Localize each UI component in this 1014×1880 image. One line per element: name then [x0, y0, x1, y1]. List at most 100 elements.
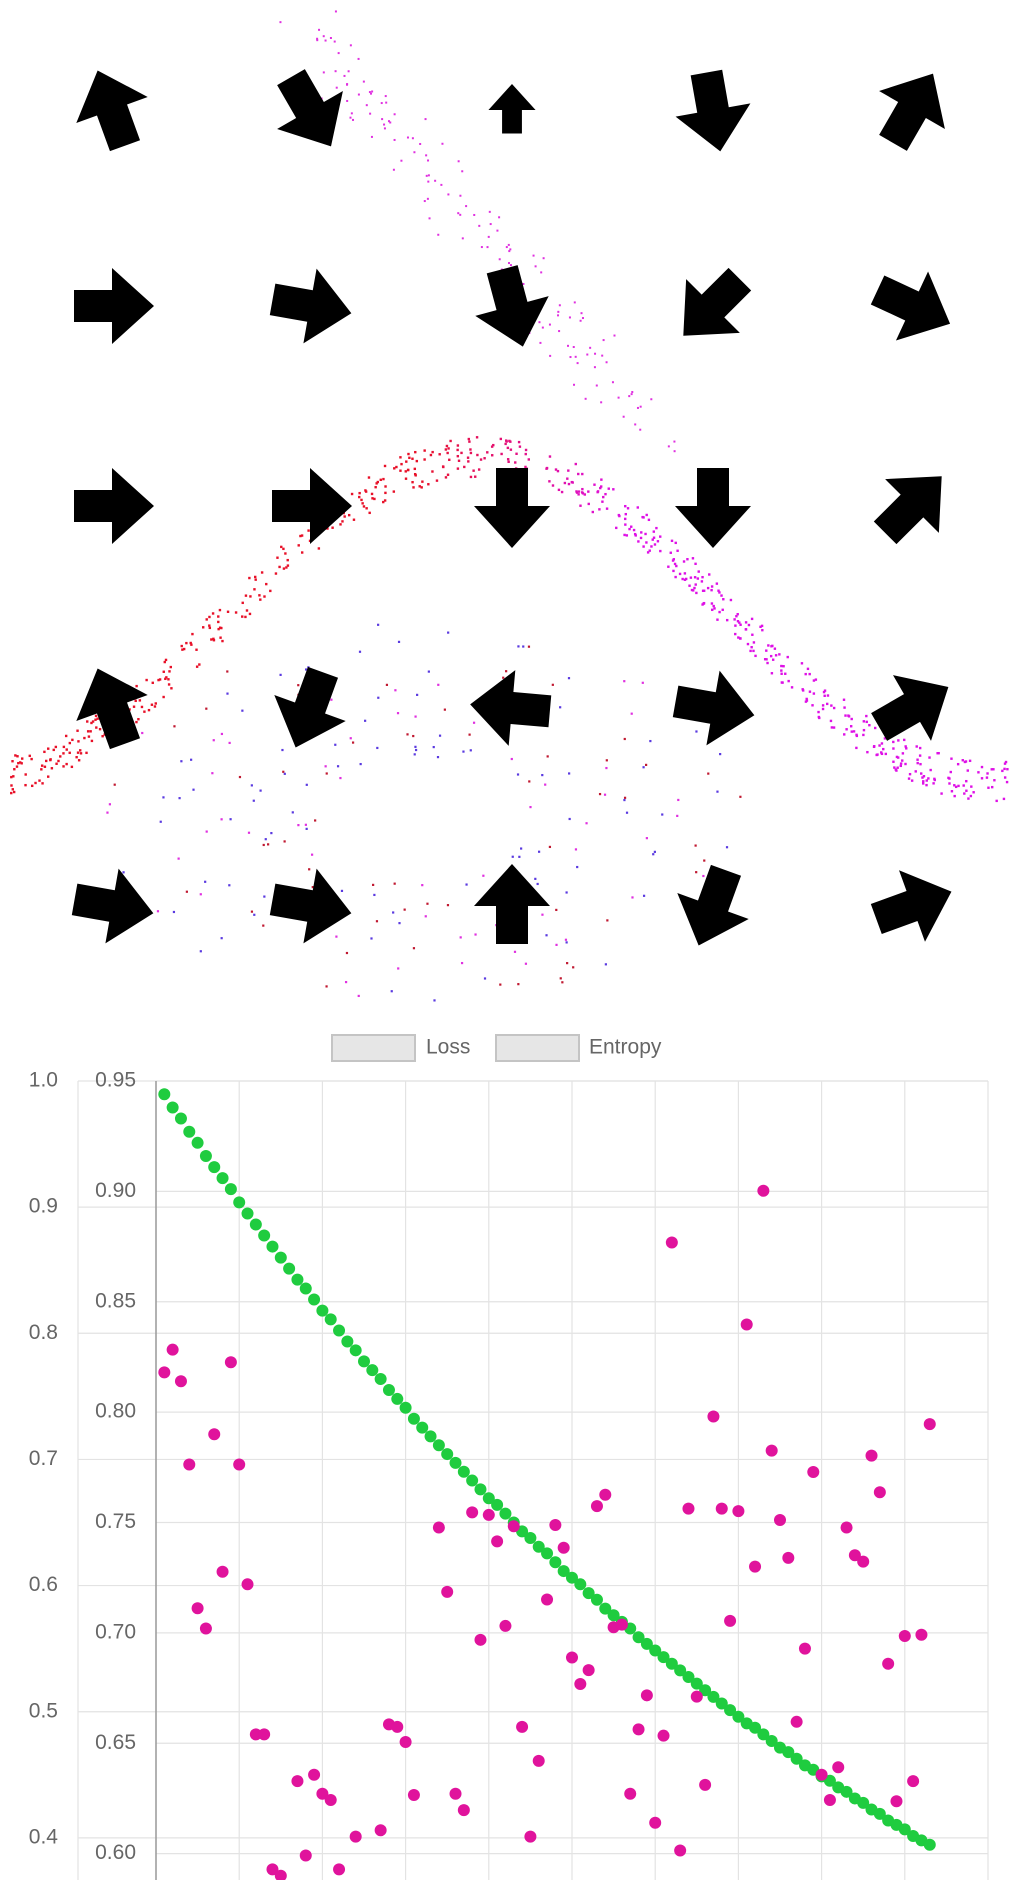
particle: [317, 547, 321, 550]
particle: [162, 695, 165, 699]
arrow: [474, 864, 550, 944]
particle: [392, 490, 396, 493]
particle: [78, 749, 82, 752]
particle: [70, 765, 74, 769]
particle: [162, 796, 165, 799]
particle: [358, 491, 361, 495]
particle: [444, 476, 448, 479]
particle: [168, 670, 171, 673]
particle: [639, 536, 643, 540]
data-point: [407, 1412, 420, 1425]
particle: [855, 746, 858, 750]
data-point: [665, 1236, 678, 1249]
data-point: [557, 1541, 570, 1554]
particle: [700, 580, 704, 583]
particle: [716, 618, 719, 621]
particle: [228, 884, 231, 887]
particle: [551, 484, 555, 487]
particle: [558, 304, 561, 307]
particle: [845, 728, 848, 731]
particle: [591, 510, 594, 514]
particle: [1002, 797, 1006, 801]
particle: [683, 578, 687, 582]
particle: [300, 534, 304, 537]
data-point: [266, 1240, 279, 1253]
particle: [862, 733, 865, 737]
y-tick-label: 0.70: [95, 1620, 136, 1643]
particle: [38, 779, 41, 782]
data-point: [724, 1704, 737, 1717]
particle: [736, 620, 740, 623]
particle: [383, 123, 386, 126]
legend-label[interactable]: Entropy: [589, 1036, 662, 1059]
particle: [436, 756, 440, 759]
particle: [468, 440, 471, 443]
data-point: [432, 1521, 445, 1534]
data-point: [399, 1735, 412, 1748]
particle: [744, 628, 748, 631]
particle: [226, 610, 230, 613]
particle: [872, 745, 876, 749]
particle: [347, 513, 351, 517]
particle: [189, 641, 192, 645]
particle: [878, 744, 881, 747]
particle: [636, 506, 639, 509]
particle: [761, 628, 764, 632]
particle: [690, 588, 694, 592]
particle: [263, 895, 266, 898]
legend-label[interactable]: Loss: [426, 1036, 470, 1059]
particle: [567, 469, 570, 472]
y-tick-label: 0.65: [95, 1731, 136, 1754]
data-point: [640, 1689, 653, 1702]
particle: [24, 773, 27, 776]
particle: [68, 751, 71, 755]
particle: [808, 690, 812, 693]
particle: [221, 639, 224, 643]
particle: [579, 504, 582, 507]
particle: [920, 772, 923, 775]
particle: [368, 511, 371, 515]
particle: [270, 831, 273, 835]
legend-box[interactable]: [495, 1034, 580, 1062]
particle: [602, 339, 605, 342]
particle: [407, 452, 410, 456]
particle: [559, 977, 562, 980]
particle: [446, 473, 450, 476]
particle: [71, 738, 74, 742]
particle: [447, 631, 450, 634]
particle: [226, 692, 229, 695]
particle: [330, 698, 333, 701]
data-point: [324, 1313, 337, 1326]
particle: [376, 746, 379, 750]
particle: [59, 755, 62, 758]
particle: [446, 451, 449, 455]
particle: [30, 784, 34, 788]
legend-box[interactable]: [331, 1034, 416, 1062]
particle: [291, 811, 294, 814]
data-point: [174, 1112, 187, 1125]
particle: [370, 492, 374, 496]
particle: [10, 775, 13, 779]
particle: [441, 465, 445, 468]
particle: [661, 813, 664, 816]
particle: [483, 977, 487, 980]
particle: [76, 729, 79, 732]
particle: [341, 520, 344, 523]
particle: [141, 731, 144, 735]
particle: [899, 764, 903, 768]
particle: [229, 818, 232, 821]
particle: [147, 708, 151, 712]
particle: [585, 822, 588, 825]
arrow: [76, 70, 148, 152]
particle: [1003, 767, 1006, 771]
particle: [722, 598, 725, 601]
particle: [281, 748, 284, 752]
particle: [577, 472, 580, 476]
particle: [541, 773, 544, 777]
particle: [406, 733, 409, 736]
particle: [393, 113, 396, 116]
data-point: [607, 1609, 620, 1622]
particle: [645, 837, 648, 840]
particle: [892, 740, 895, 744]
particle: [461, 237, 464, 240]
